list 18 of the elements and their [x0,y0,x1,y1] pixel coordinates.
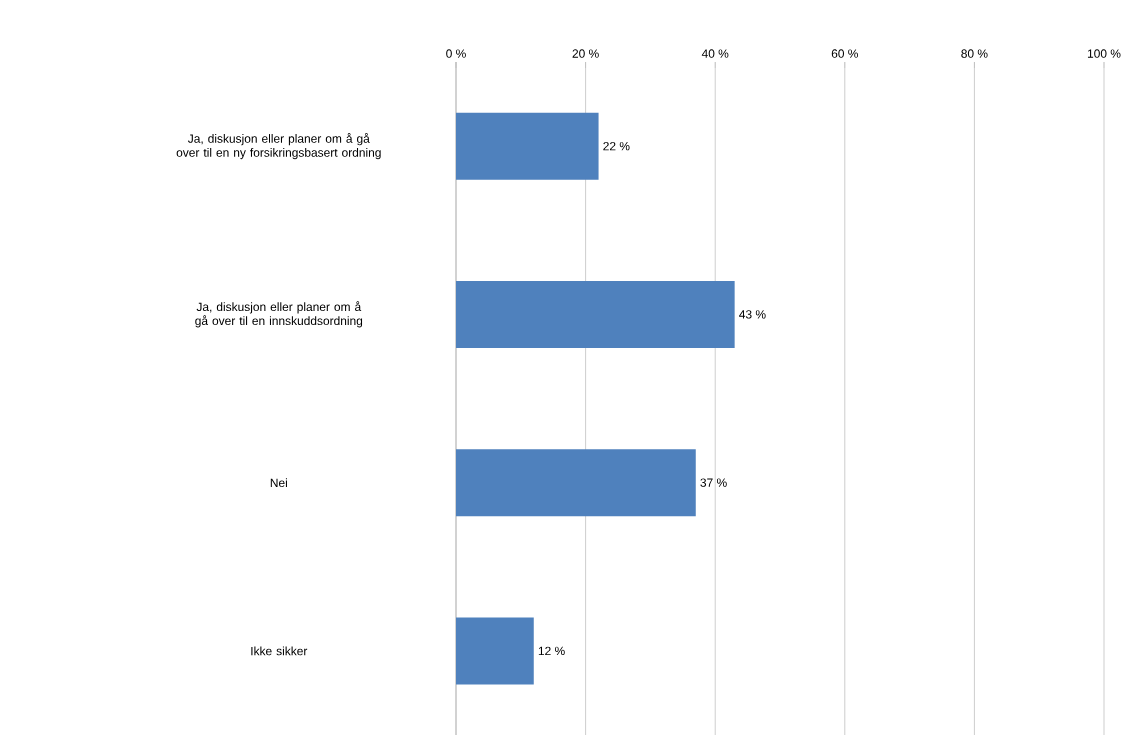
y-tick-label: Ja, diskusjon eller planer om å gå over til en innskuddsordning [195,301,363,328]
bar [456,112,599,180]
data-label: 22 % [603,141,630,151]
bar [456,280,735,348]
x-tick-label: 0 % [446,49,466,58]
data-label: 43 % [739,310,766,319]
x-tick-label: 100 % [1087,49,1121,58]
data-label: 12 % [538,646,565,656]
y-tick-label: Ikke sikker [251,646,308,656]
y-tick-label: Nei [270,478,287,488]
x-tick-label: 40 % [701,49,729,58]
x-tick-label: 20 % [572,49,599,58]
x-tick-label: 60 % [831,49,858,58]
bar [456,449,696,517]
data-label: 37 % [700,478,727,487]
bar [456,617,534,685]
y-tick-label: Ja, diskusjon eller planer om å gå over til en ny forsikringsbasert ordning [176,133,381,160]
x-tick-label: 80 % [961,49,988,58]
